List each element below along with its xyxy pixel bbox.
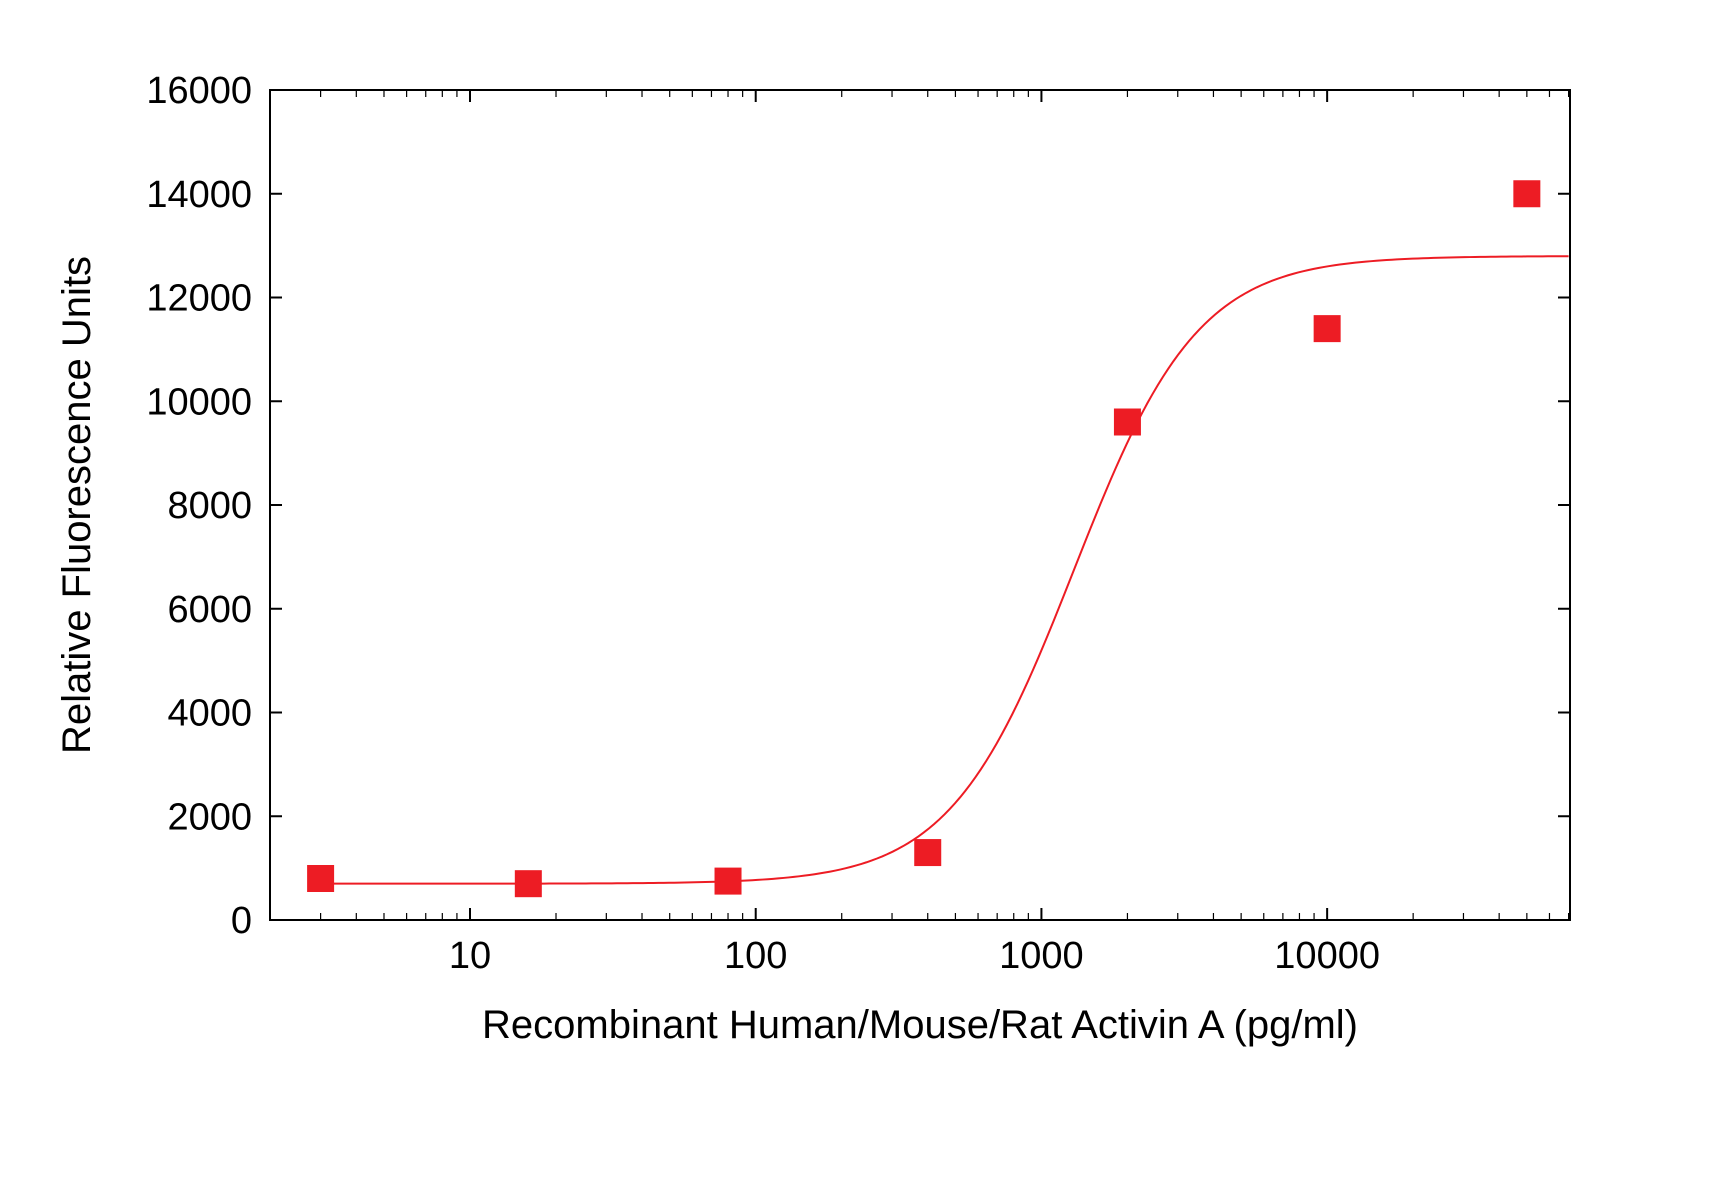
y-tick-label: 16000 — [146, 70, 252, 112]
x-tick-label: 10 — [449, 935, 491, 977]
y-tick-label: 14000 — [146, 174, 252, 216]
x-axis-label: Recombinant Human/Mouse/Rat Activin A (p… — [482, 1003, 1358, 1047]
data-marker — [715, 868, 741, 894]
y-tick-label: 0 — [231, 900, 252, 942]
data-marker — [1514, 181, 1540, 207]
y-tick-label: 2000 — [167, 796, 252, 838]
y-tick-label: 12000 — [146, 278, 252, 320]
data-marker — [1314, 316, 1340, 342]
y-tick-label: 10000 — [146, 381, 252, 423]
data-marker — [915, 840, 941, 866]
y-tick-label: 4000 — [167, 693, 252, 735]
x-tick-label: 1000 — [999, 935, 1084, 977]
x-tick-label: 10000 — [1274, 935, 1380, 977]
x-tick-label: 100 — [724, 935, 787, 977]
chart-container: 0 2000 4000 6000 8000 10000 12000 14000 16000 10 1… — [0, 0, 1710, 1194]
data-marker — [515, 871, 541, 897]
dose-response-chart: 0 2000 4000 6000 8000 10000 12000 14000 16000 10 1… — [0, 0, 1710, 1194]
y-tick-label: 6000 — [167, 589, 252, 631]
data-marker — [1114, 409, 1140, 435]
y-axis-label: Relative Fluorescence Units — [55, 256, 99, 754]
data-marker — [308, 866, 334, 892]
y-tick-label: 8000 — [167, 485, 252, 527]
